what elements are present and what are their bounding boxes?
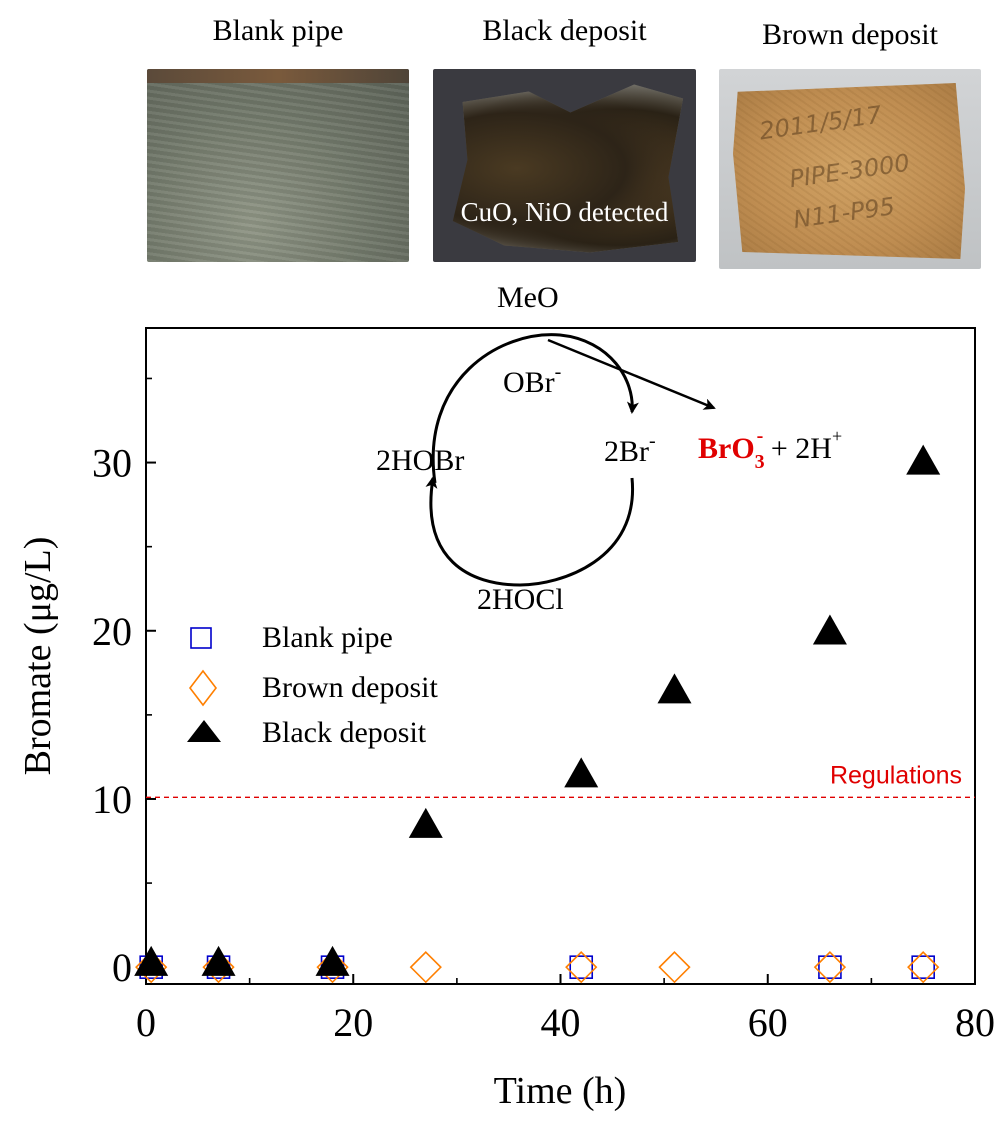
y-tick-label: 20 <box>92 609 132 654</box>
bromide-label: 2Br- <box>604 430 656 468</box>
plot-frame <box>145 327 976 985</box>
legend-marker-blank <box>190 627 212 649</box>
black-deposit-point <box>906 444 941 475</box>
reaction-cycle-diagram: MeO OBr- 2HOBr 2Br- BrO3- + 2H+ 2HOCl <box>376 281 842 616</box>
x-tick-label: 0 <box>136 1000 156 1045</box>
photo-label-brown: Brown deposit <box>762 18 938 51</box>
brown-deposit-point <box>202 951 235 984</box>
y-tick-label: 10 <box>92 777 132 822</box>
blank-pipe-point <box>818 955 842 979</box>
y-tick-label: 30 <box>92 441 132 486</box>
legend-label-blank: Blank pipe <box>262 621 393 654</box>
x-tick-label: 80 <box>955 1000 995 1045</box>
x-axis-title: Time (h) <box>494 1070 627 1112</box>
black-deposit-point <box>408 807 443 838</box>
photo-label-black: Black deposit <box>482 14 647 47</box>
blank-pipe-point <box>911 955 935 979</box>
hobr-label: 2HOBr <box>376 444 464 477</box>
x-tick-label: 40 <box>541 1000 581 1045</box>
x-tick-label: 20 <box>333 1000 373 1045</box>
brown-deposit-plate <box>733 83 965 259</box>
brown-deposit-point <box>565 951 598 984</box>
photo-label-blank: Blank pipe <box>212 14 344 47</box>
y-tick-label: 0 <box>112 945 132 990</box>
series-triangle-filled <box>134 444 941 976</box>
black-deposit-caption: CuO, NiO detected <box>460 197 669 227</box>
brown-deposit-point <box>658 951 691 984</box>
brown-deposit-point <box>316 951 349 984</box>
blank-pipe-photo <box>147 69 409 262</box>
brown-deposit-photo: 2011/5/17 PIPE-3000 N11-P95 <box>719 69 981 269</box>
black-deposit-photo: CuO, NiO detected <box>433 69 696 262</box>
legend-label-black: Black deposit <box>262 716 427 749</box>
legend-marker-brown <box>188 669 218 707</box>
black-deposit-point <box>134 945 169 976</box>
black-deposit-piece <box>452 84 684 253</box>
brown-deposit-point <box>409 951 442 984</box>
obr-label: OBr- <box>503 361 561 399</box>
legend: Blank pipe Brown deposit Black deposit <box>187 621 438 749</box>
legend-label-brown: Brown deposit <box>262 671 438 704</box>
axis-tick-labels: 0 20 40 60 80 0 10 20 30 <box>92 441 995 1045</box>
brown-deposit-point <box>813 951 847 984</box>
x-tick-label: 60 <box>748 1000 788 1045</box>
regulation-label: Regulations <box>830 761 962 789</box>
black-deposit-point <box>564 757 599 788</box>
cycle-bottom-arc <box>425 476 634 587</box>
series-diamond-open <box>135 951 940 984</box>
black-deposit-point <box>201 945 236 976</box>
black-deposit-point <box>657 673 692 704</box>
brown-deposit-point <box>907 951 940 984</box>
bromate-formula: BrO3- + 2H+ <box>698 425 842 473</box>
blank-pipe-point <box>569 955 594 979</box>
data-series <box>134 444 941 984</box>
bromate-formation-arrow <box>547 338 716 410</box>
legend-marker-black <box>187 720 221 742</box>
brown-deposit-point <box>135 951 168 984</box>
meo-label: MeO <box>497 281 559 314</box>
hocl-label: 2HOCl <box>477 583 564 616</box>
cycle-top-arc <box>431 333 639 484</box>
y-axis-title: Bromate (μg/L) <box>17 537 59 776</box>
black-deposit-point <box>812 614 847 645</box>
black-deposit-point <box>315 945 350 976</box>
